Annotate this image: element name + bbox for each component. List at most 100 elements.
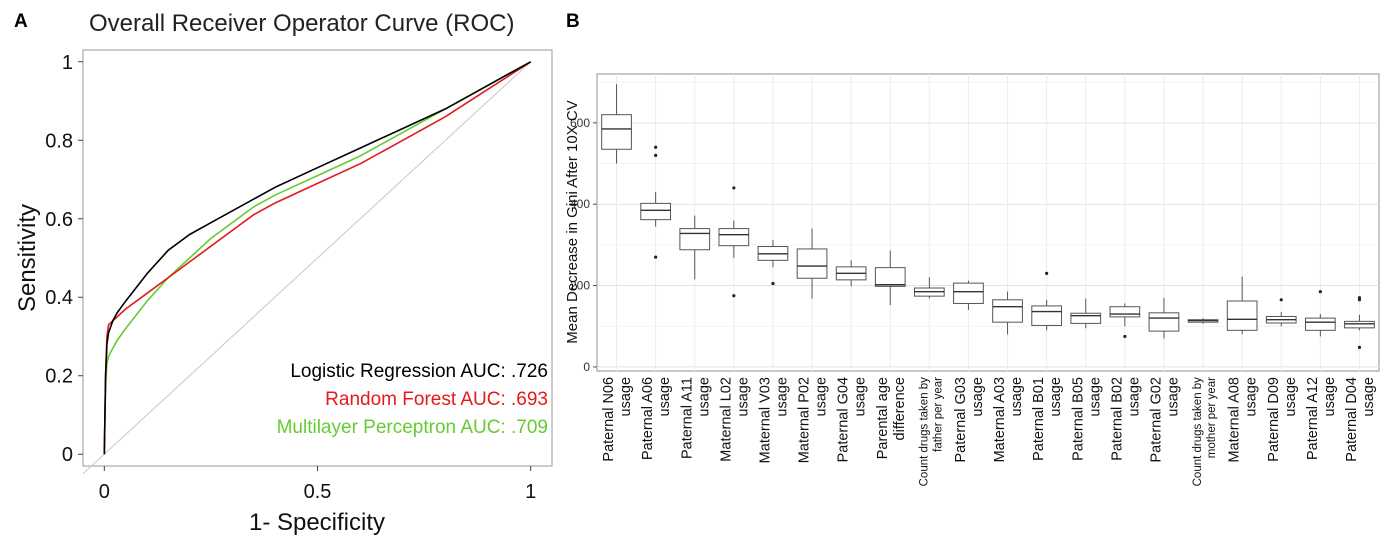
roc-series-line-1 bbox=[103, 61, 532, 455]
category-label-line: Paternal A11 bbox=[679, 377, 695, 459]
box-19 bbox=[1304, 290, 1336, 337]
category-label-line: Paternal G04 bbox=[836, 377, 852, 462]
category-label-line: Paternal D09 bbox=[1266, 377, 1282, 462]
category-label-line: usage bbox=[657, 377, 673, 417]
category-label-19: Paternal A12 usage bbox=[1305, 377, 1338, 460]
box-iqr bbox=[1070, 312, 1102, 324]
category-label-7: Paternal G04 usage bbox=[836, 377, 869, 462]
category-label-line: Count drugs taken by bbox=[1192, 377, 1204, 487]
category-label-line: mother per year bbox=[1206, 377, 1218, 458]
box-outlier bbox=[654, 145, 658, 149]
box-iqr bbox=[1226, 300, 1258, 331]
category-label-1: Paternal N06 usage bbox=[601, 377, 634, 462]
legend-multilayer-perceptron: Multilayer Perceptron AUC: .709 bbox=[277, 417, 548, 438]
box-outlier bbox=[1279, 298, 1283, 302]
category-label-line: difference bbox=[892, 377, 908, 440]
category-label-line: father per year bbox=[932, 377, 944, 452]
box-plots bbox=[601, 84, 1375, 350]
roc-x-tick-label: 0.5 bbox=[304, 481, 332, 503]
box-iqr bbox=[1148, 312, 1180, 332]
legend-random-forest: Random Forest AUC: .693 bbox=[325, 389, 548, 410]
category-label-line: usage bbox=[1166, 377, 1182, 417]
category-label-4: Maternal L02 usage bbox=[718, 377, 751, 462]
category-label-line: Count drugs taken by bbox=[918, 377, 930, 487]
box-iqr bbox=[796, 248, 828, 279]
panel-a: A Overall Receiver Operator Curve (ROC) … bbox=[14, 10, 553, 536]
roc-diagonal-line bbox=[82, 61, 532, 475]
box-outlier bbox=[1357, 298, 1362, 302]
box-4 bbox=[718, 186, 750, 298]
category-label-5: Maternal V03 usage bbox=[758, 377, 791, 463]
category-label-17: Maternal A08 usage bbox=[1227, 377, 1260, 462]
box-y-tick-label: 200 bbox=[570, 279, 590, 293]
box-outlier bbox=[1123, 334, 1127, 339]
category-label-line: usage bbox=[1361, 377, 1377, 417]
roc-x-tick-label: 0 bbox=[99, 481, 110, 503]
category-label-line: usage bbox=[1048, 377, 1064, 417]
category-label-line: usage bbox=[696, 377, 712, 417]
category-label-line: usage bbox=[1322, 377, 1338, 417]
category-label-2: Paternal A06 usage bbox=[640, 377, 673, 460]
category-label-line: Paternal N06 bbox=[601, 377, 617, 462]
box-1 bbox=[601, 84, 632, 164]
roc-y-tick-label: 1 bbox=[62, 52, 73, 74]
category-label-line: Maternal P02 bbox=[797, 377, 813, 463]
category-label-line: Maternal A03 bbox=[992, 377, 1008, 462]
roc-x-axis-label: 1- Specificity bbox=[249, 509, 385, 536]
category-label-line: Maternal A08 bbox=[1227, 377, 1243, 462]
category-label-line: usage bbox=[814, 377, 830, 417]
category-label-line: usage bbox=[970, 377, 986, 417]
category-label-3: Paternal A11 usage bbox=[679, 377, 712, 459]
category-label-line: usage bbox=[1283, 377, 1299, 417]
box-iqr bbox=[1109, 306, 1141, 318]
box-5 bbox=[757, 239, 789, 286]
box-15 bbox=[1148, 297, 1180, 339]
box-y-tick-label: 400 bbox=[570, 197, 590, 211]
box-2 bbox=[640, 145, 672, 259]
box-3 bbox=[679, 215, 711, 280]
roc-series-line-0 bbox=[103, 61, 532, 455]
box-y-tick-label: 0 bbox=[583, 360, 590, 374]
category-label-16: Count drugs taken by mother per year bbox=[1192, 377, 1218, 487]
box-grid bbox=[597, 74, 1379, 371]
box-18 bbox=[1265, 298, 1297, 327]
roc-y-tick-label: 0.6 bbox=[45, 209, 73, 231]
roc-y-ticks: 0 0.2 0.4 0.6 0.8 1 bbox=[45, 52, 83, 466]
roc-x-tick-label: 1 bbox=[525, 481, 536, 503]
box-12 bbox=[1031, 271, 1063, 331]
box-outlier bbox=[732, 186, 736, 190]
box-9 bbox=[913, 277, 945, 299]
category-label-line: Parental age bbox=[875, 377, 891, 459]
box-17 bbox=[1226, 276, 1258, 335]
box-14 bbox=[1109, 303, 1141, 339]
category-label-line: usage bbox=[853, 377, 869, 417]
category-label-6: Maternal P02 usage bbox=[797, 377, 830, 463]
box-iqr bbox=[1304, 317, 1336, 331]
category-label-13: Paternal B05 usage bbox=[1070, 377, 1103, 461]
box-6 bbox=[796, 228, 828, 299]
box-iqr bbox=[1344, 320, 1375, 329]
box-outlier bbox=[771, 281, 775, 286]
roc-y-axis-label: Sensitivity bbox=[14, 204, 41, 312]
category-label-8: Parental age difference bbox=[875, 377, 908, 459]
category-label-line: Paternal G03 bbox=[953, 377, 969, 462]
roc-y-tick-label: 0.8 bbox=[45, 130, 73, 152]
category-label-line: usage bbox=[618, 377, 634, 417]
box-iqr bbox=[1031, 305, 1063, 326]
category-label-20: Paternal D04 usage bbox=[1344, 377, 1377, 462]
box-13 bbox=[1070, 298, 1102, 329]
box-outlier bbox=[654, 153, 658, 157]
category-label-line: usage bbox=[1087, 377, 1103, 417]
category-label-10: Paternal G03 usage bbox=[953, 377, 986, 462]
box-10 bbox=[953, 280, 984, 310]
category-label-line: Paternal B01 bbox=[1031, 377, 1047, 461]
category-label-18: Paternal D09 usage bbox=[1266, 377, 1299, 462]
box-iqr bbox=[718, 228, 750, 247]
category-label-line: Paternal B05 bbox=[1070, 377, 1086, 461]
category-label-line: Paternal A06 bbox=[640, 377, 656, 460]
box-outlier bbox=[1357, 345, 1362, 350]
box-outlier bbox=[654, 255, 658, 259]
roc-series-line-2 bbox=[103, 61, 532, 455]
category-label-11: Maternal A03 usage bbox=[992, 377, 1025, 462]
